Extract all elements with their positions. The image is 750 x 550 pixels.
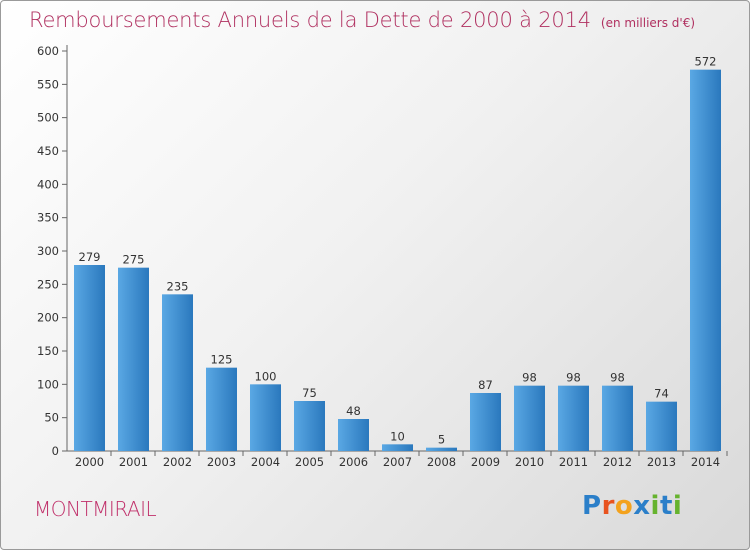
y-tick-label: 600 xyxy=(37,44,59,58)
logo-letter: o xyxy=(614,491,634,521)
x-tick-label: 2005 xyxy=(295,455,324,469)
bar xyxy=(74,265,105,451)
bar xyxy=(206,367,237,451)
x-tick-label: 2009 xyxy=(471,455,500,469)
bar xyxy=(382,444,413,451)
bar xyxy=(558,385,589,451)
data-label: 235 xyxy=(167,279,189,293)
x-tick-label: 2004 xyxy=(251,455,280,469)
data-label: 275 xyxy=(123,253,145,267)
bars xyxy=(74,69,721,452)
x-tick-label: 2007 xyxy=(383,455,412,469)
logo-letter: t xyxy=(659,491,673,521)
x-tick-label: 2014 xyxy=(691,455,720,469)
y-tick-label: 50 xyxy=(44,411,59,425)
x-tick-label: 2003 xyxy=(207,455,236,469)
commune-name: MONTMIRAIL xyxy=(34,497,157,521)
y-tick-label: 100 xyxy=(37,377,59,391)
data-label: 98 xyxy=(522,371,537,385)
data-label: 279 xyxy=(79,250,101,264)
x-tick-label: 2013 xyxy=(647,455,676,469)
y-tick-label: 200 xyxy=(37,311,59,325)
y-tick-label: 350 xyxy=(37,211,59,225)
y-tick-label: 400 xyxy=(37,177,59,191)
chart-unit-note: (en milliers d'€) xyxy=(600,16,696,30)
bar xyxy=(426,447,457,451)
y-tick-label: 250 xyxy=(37,277,59,291)
logo-letter: i xyxy=(672,491,683,521)
y-tick-label: 0 xyxy=(52,444,59,458)
logo-letter: x xyxy=(633,491,651,521)
bar xyxy=(250,384,281,451)
y-tick-label: 450 xyxy=(37,144,59,158)
x-tick-label: 2011 xyxy=(559,455,588,469)
data-label: 74 xyxy=(654,387,669,401)
bar xyxy=(338,419,369,451)
bar xyxy=(162,294,193,451)
bar xyxy=(690,69,721,452)
chart-title-text: Remboursements Annuels de la Dette de 20… xyxy=(29,8,591,32)
bar xyxy=(294,401,325,451)
x-tick-label: 2000 xyxy=(75,455,104,469)
bar xyxy=(646,401,677,451)
data-label: 75 xyxy=(302,386,317,400)
data-label: 125 xyxy=(211,353,233,367)
y-tick-label: 150 xyxy=(37,344,59,358)
axes: 0 50 100 150 200 250 300 350 400 450 500 550 600 2000… xyxy=(37,44,728,469)
y-tick-label: 550 xyxy=(37,77,59,91)
x-tick-label: 2006 xyxy=(339,455,368,469)
logo-letter: i xyxy=(650,491,660,521)
proxiti-logo: Proxiti xyxy=(582,491,682,521)
x-tick-label: 2001 xyxy=(119,455,148,469)
bar xyxy=(514,385,545,451)
x-tick-label: 2010 xyxy=(515,455,544,469)
chart-title: Remboursements Annuels de la Dette de 20… xyxy=(29,8,695,32)
data-label: 572 xyxy=(695,55,717,69)
data-label: 100 xyxy=(255,369,277,383)
data-label: 98 xyxy=(610,371,625,385)
bar xyxy=(118,267,149,451)
data-label: 87 xyxy=(478,378,493,392)
x-tick-label: 2002 xyxy=(163,455,192,469)
y-tick-label: 300 xyxy=(37,244,59,258)
logo-letter: r xyxy=(601,491,615,521)
data-labels: 279 275 235 125 100 75 48 10 5 87 98 98 98 74 572 xyxy=(79,55,717,447)
data-label: 10 xyxy=(390,429,405,443)
data-label: 98 xyxy=(566,371,581,385)
bar xyxy=(602,385,633,451)
y-tick-label: 500 xyxy=(37,111,59,125)
bar xyxy=(470,393,501,451)
data-label: 5 xyxy=(438,433,445,447)
x-tick-label: 2012 xyxy=(603,455,632,469)
logo-letter: P xyxy=(582,491,602,521)
data-label: 48 xyxy=(346,404,361,418)
x-tick-label: 2008 xyxy=(427,455,456,469)
